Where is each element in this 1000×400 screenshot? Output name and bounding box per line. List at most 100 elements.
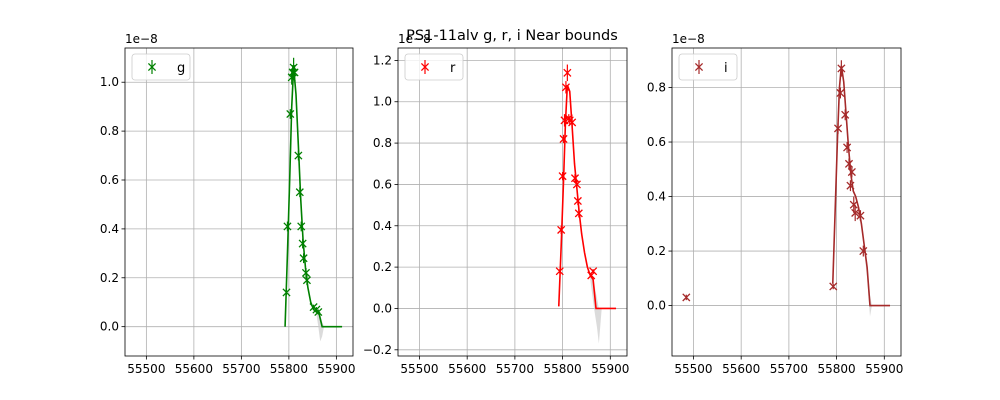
data-point-i bbox=[829, 282, 838, 291]
x-marker bbox=[837, 64, 846, 73]
x-marker bbox=[298, 239, 307, 248]
y-tick-label: 0.6 bbox=[100, 173, 119, 187]
x-tick-label: 55500 bbox=[127, 362, 165, 376]
y-tick-label: 0.2 bbox=[373, 260, 392, 274]
data-point-g bbox=[302, 275, 311, 286]
x-marker bbox=[297, 222, 306, 231]
data-point-i bbox=[836, 87, 845, 99]
model-curve-r bbox=[557, 84, 617, 310]
data-point-r bbox=[563, 64, 572, 82]
x-tick-label: 55500 bbox=[400, 362, 438, 376]
axis-offset-label: 1e−8 bbox=[398, 32, 431, 46]
x-marker bbox=[563, 68, 572, 77]
x-marker bbox=[847, 167, 856, 177]
y-tick-label: 0.6 bbox=[373, 177, 392, 191]
x-tick-label: 55700 bbox=[770, 362, 808, 376]
x-marker bbox=[844, 159, 854, 168]
data-point-r bbox=[572, 180, 581, 189]
legend-marker bbox=[420, 62, 430, 72]
legend-g: g bbox=[131, 53, 191, 81]
x-marker bbox=[849, 200, 858, 209]
x-tick-label: 55800 bbox=[270, 362, 308, 376]
data-point-r bbox=[574, 209, 583, 218]
axes-frame bbox=[671, 47, 902, 357]
x-marker bbox=[290, 68, 299, 77]
data-point-r bbox=[555, 267, 564, 276]
legend-marker bbox=[694, 62, 704, 72]
y-tick-label: −0.2 bbox=[363, 343, 392, 357]
x-marker bbox=[314, 307, 323, 317]
y-tick-label: 0.6 bbox=[647, 135, 666, 149]
data-point-g bbox=[282, 288, 291, 297]
x-marker bbox=[859, 247, 868, 256]
y-tick-label: 0.2 bbox=[647, 244, 666, 258]
data-point-i bbox=[849, 196, 858, 213]
data-point-i bbox=[833, 122, 843, 134]
subplots: 55500 55600 55700 55800 55900 0.0 0.2 0.4 0.6 0.8… bbox=[100, 32, 903, 376]
data-point-r bbox=[589, 267, 598, 276]
x-marker bbox=[589, 267, 598, 276]
x-marker bbox=[856, 211, 865, 220]
y-tick-label: 1.0 bbox=[100, 75, 119, 89]
figure-title: PS1-11alv g, r, i Near bounds bbox=[406, 28, 618, 44]
axis-offset-label: 1e−8 bbox=[125, 32, 158, 46]
axes-frame bbox=[124, 47, 354, 357]
x-marker bbox=[286, 109, 295, 119]
data-point-g bbox=[294, 150, 303, 161]
y-tick-label: 0.0 bbox=[373, 301, 392, 315]
x-marker bbox=[557, 225, 566, 234]
axes-frame bbox=[397, 47, 628, 357]
y-tick-label: 0.0 bbox=[100, 320, 119, 334]
data-point-r bbox=[570, 174, 580, 183]
y-tick-label: 1.0 bbox=[373, 95, 392, 109]
x-marker bbox=[558, 172, 567, 181]
data-point-r bbox=[557, 225, 566, 235]
data-point-g bbox=[295, 187, 304, 198]
x-tick-label: 55700 bbox=[496, 362, 534, 376]
x-marker bbox=[836, 88, 845, 98]
data-point-r bbox=[561, 81, 570, 94]
legend-label: g bbox=[177, 61, 185, 76]
x-marker bbox=[299, 254, 308, 263]
subplot-g: 55500 55600 55700 55800 55900 0.0 0.2 0.4 0.6 0.8… bbox=[100, 32, 356, 376]
x-marker bbox=[302, 276, 311, 285]
y-tick-label: 0.4 bbox=[100, 222, 119, 236]
legend-label: r bbox=[450, 61, 456, 76]
data-point-i bbox=[851, 204, 860, 222]
x-marker bbox=[555, 267, 564, 276]
subplot-i: 55500 55600 55700 55800 55900 0.0 0.2 0.4 0.6 0.8… bbox=[647, 32, 903, 376]
data-point-g bbox=[298, 238, 307, 249]
data-point-i bbox=[837, 60, 846, 77]
data-point-i bbox=[847, 166, 856, 178]
uncertainty-band bbox=[590, 275, 602, 344]
legend-box bbox=[404, 53, 464, 81]
legend-label: i bbox=[724, 61, 728, 76]
x-marker bbox=[682, 293, 691, 302]
data-point-i bbox=[844, 158, 854, 170]
x-marker bbox=[283, 222, 292, 231]
model-curve-g bbox=[284, 67, 343, 328]
data-point-g bbox=[286, 109, 295, 119]
x-tick-label: 55800 bbox=[818, 362, 856, 376]
data-point-g bbox=[283, 221, 292, 232]
y-tick-label: 0.4 bbox=[647, 190, 666, 204]
x-marker bbox=[282, 288, 291, 297]
x-marker bbox=[301, 268, 311, 277]
y-tick-label: 0.0 bbox=[647, 299, 666, 313]
x-marker bbox=[841, 110, 850, 119]
axis-offset-label: 1e−8 bbox=[672, 32, 705, 46]
data-point-r bbox=[573, 196, 582, 206]
legend-marker bbox=[147, 62, 157, 72]
x-marker bbox=[568, 118, 577, 127]
x-marker bbox=[294, 151, 303, 160]
x-tick-label: 55800 bbox=[544, 362, 582, 376]
x-tick-label: 55600 bbox=[175, 362, 213, 376]
data-point-g bbox=[297, 221, 306, 232]
data-point-i bbox=[859, 245, 868, 257]
legend-i: i bbox=[678, 53, 738, 81]
data-point-i bbox=[843, 142, 852, 153]
x-tick-label: 55600 bbox=[448, 362, 486, 376]
y-tick-label: 0.8 bbox=[373, 136, 392, 150]
x-tick-label: 55900 bbox=[317, 362, 355, 376]
